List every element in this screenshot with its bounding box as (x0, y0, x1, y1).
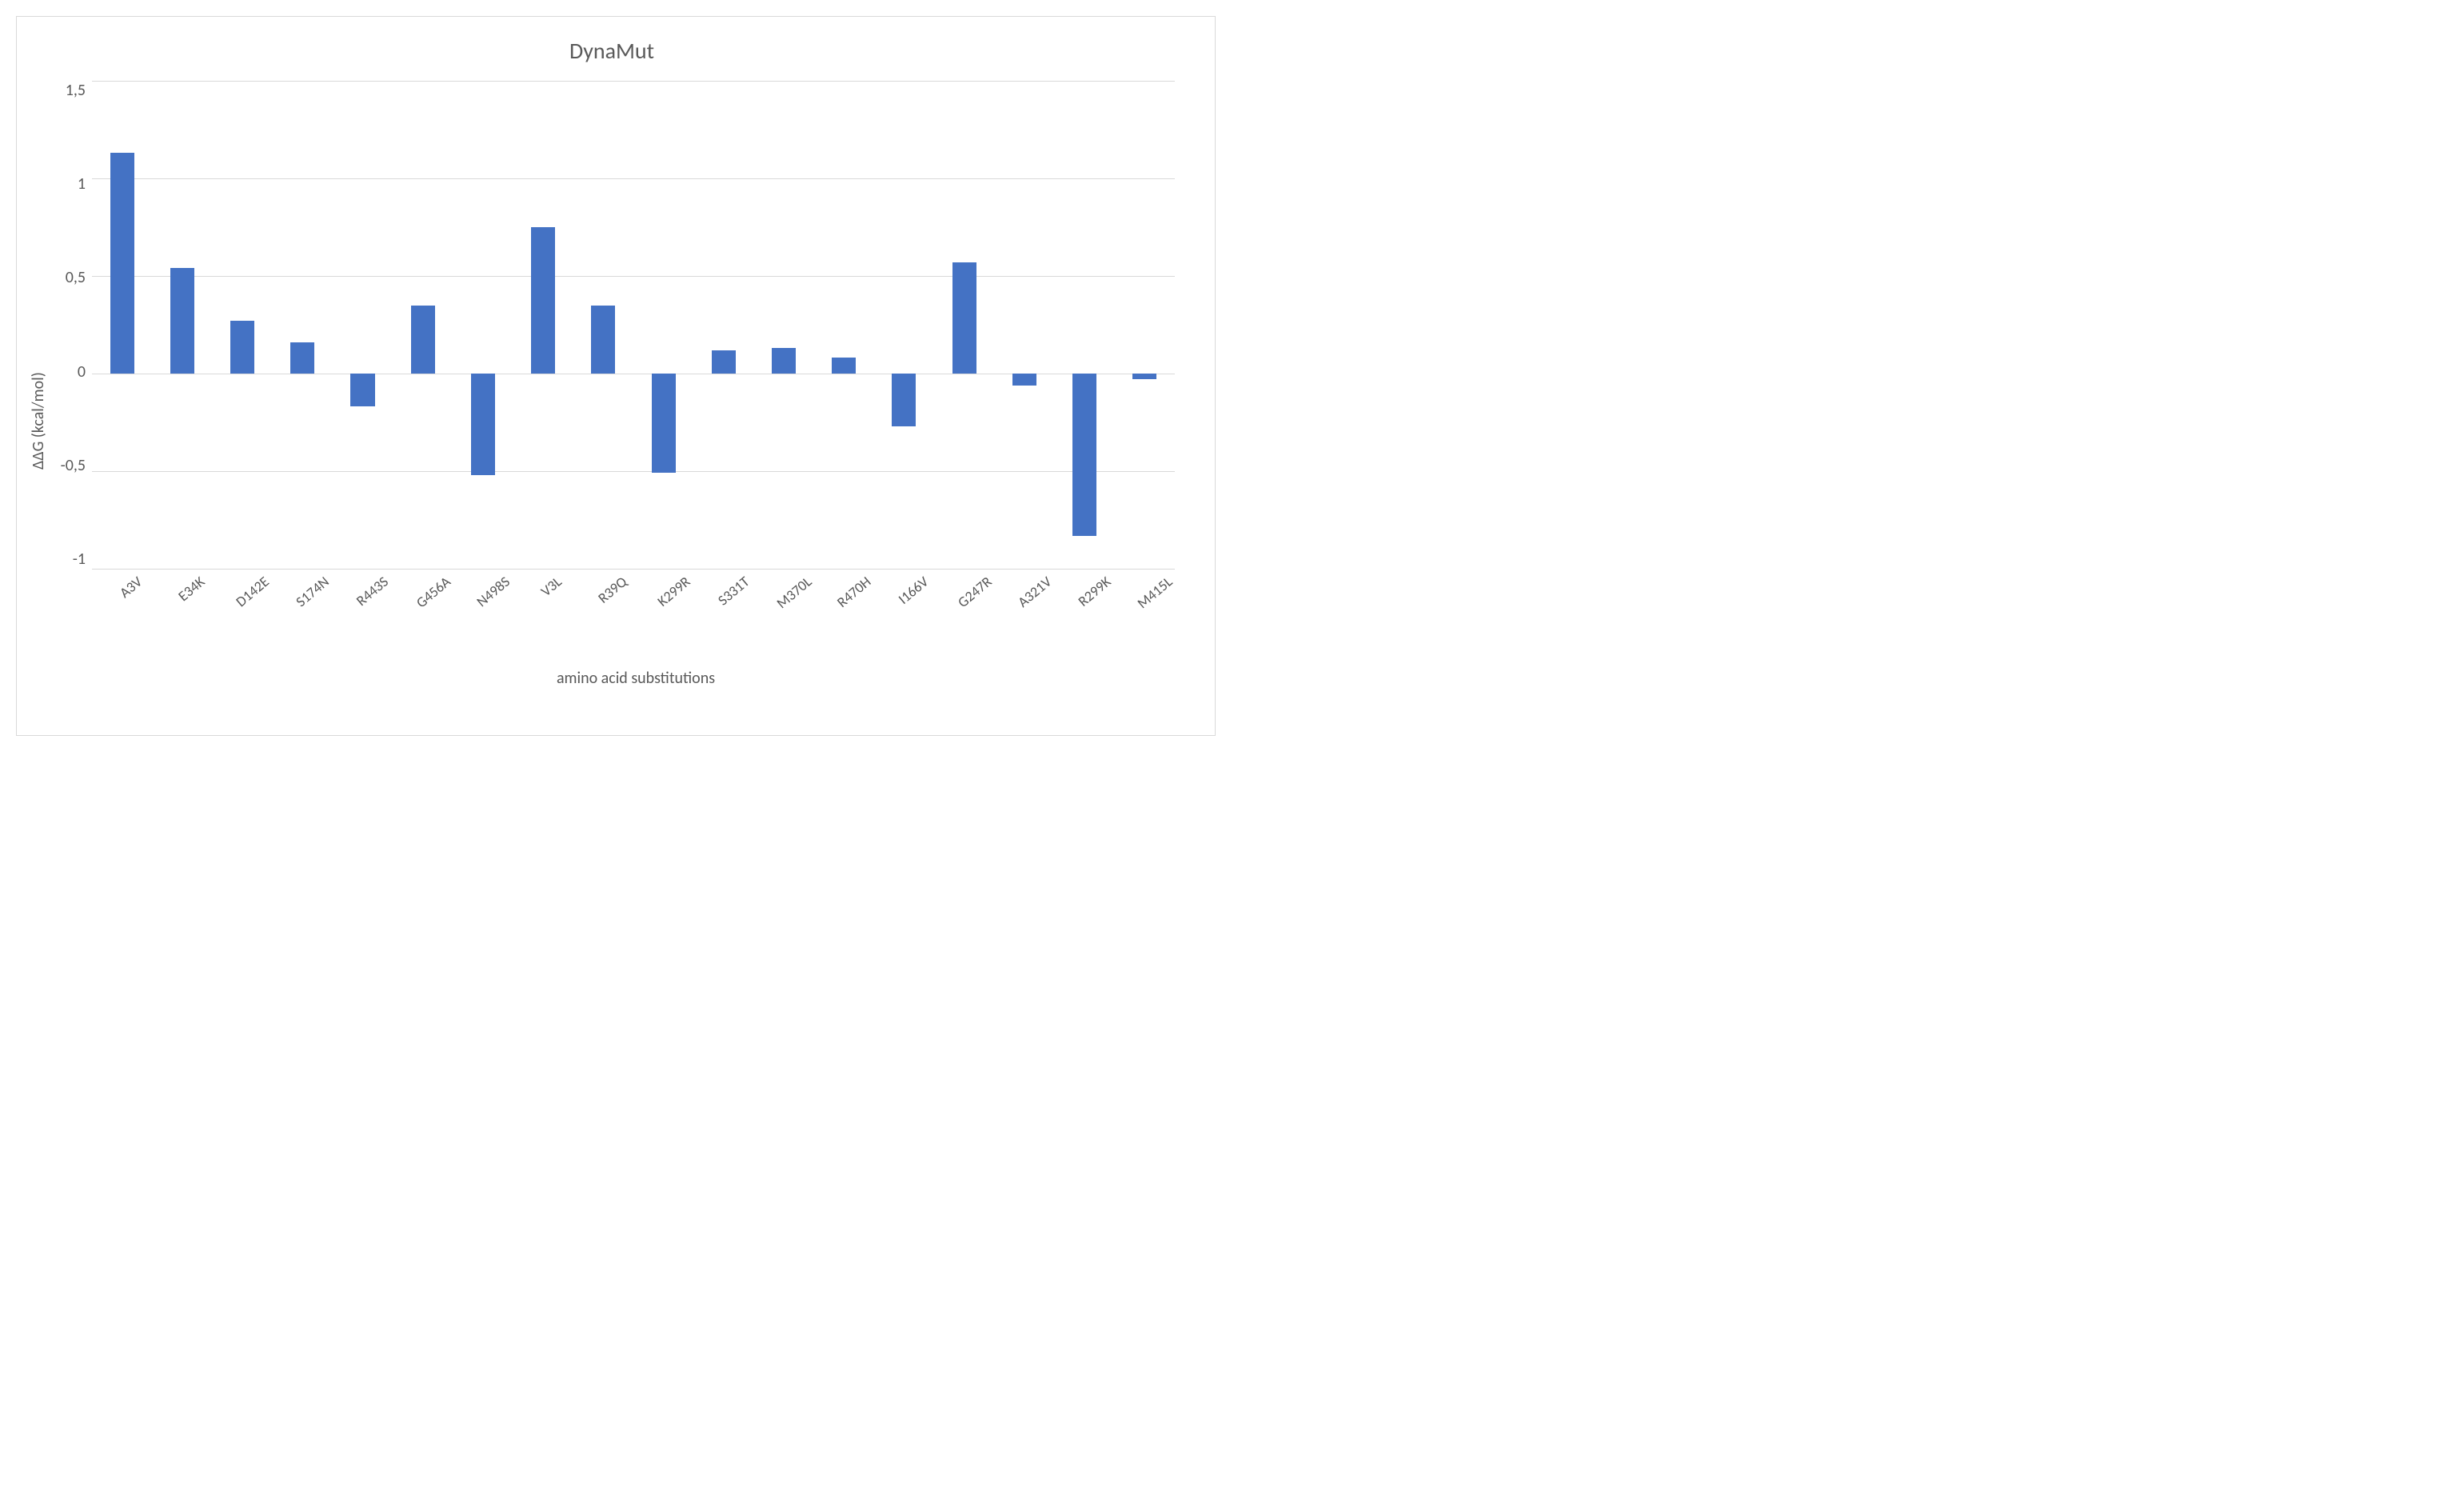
bar-slot (333, 81, 393, 569)
y-tick-label: -0,5 (52, 456, 86, 475)
bar-slot (513, 81, 573, 569)
bar (952, 262, 976, 374)
bar (230, 321, 254, 374)
bar-slot (152, 81, 212, 569)
bar (1072, 374, 1096, 536)
x-tick-label: I166V (874, 569, 934, 665)
bar-slot (393, 81, 453, 569)
bar (892, 374, 916, 426)
bar (411, 306, 435, 374)
y-axis-label: ΔΔG (kcal/mol) (25, 81, 52, 665)
bar (110, 153, 134, 374)
x-tick-label: K299R (633, 569, 693, 665)
y-tick-label: 0 (52, 362, 86, 382)
bar (1132, 374, 1156, 379)
bar (712, 350, 736, 374)
bar-slot (573, 81, 633, 569)
x-tick-label: D142E (212, 569, 272, 665)
bars-area (92, 81, 1175, 569)
x-tick-label: S331T (693, 569, 753, 665)
bar (591, 306, 615, 374)
x-tick-label: S174N (273, 569, 333, 665)
x-axis-labels: A3VE34KD142ES174NR443SG456AN498SV3LR39QK… (92, 569, 1175, 665)
bar-slot (453, 81, 513, 569)
chart-container: DynaMut ΔΔG (kcal/mol) 1,5 1 0,5 0 -0,5 -1 A3… (16, 16, 1216, 736)
y-axis-ticks: 1,5 1 0,5 0 -0,5 -1 (52, 81, 92, 665)
bar-slot (874, 81, 934, 569)
bar (652, 374, 676, 473)
x-tick-label: E34K (152, 569, 212, 665)
bar (290, 342, 314, 374)
bar (531, 227, 555, 374)
bar-slot (934, 81, 994, 569)
bar-slot (1115, 81, 1175, 569)
y-tick-label: -1 (52, 550, 86, 569)
bar (350, 374, 374, 406)
bar-slot (273, 81, 333, 569)
bar-slot (212, 81, 272, 569)
x-tick-label: N498S (453, 569, 513, 665)
bar (832, 358, 856, 374)
x-tick-label: R299K (1055, 569, 1115, 665)
chart-title: DynaMut (25, 37, 1199, 65)
bar-slot (92, 81, 152, 569)
bar-slot (994, 81, 1054, 569)
bar (471, 374, 495, 475)
bar-slot (693, 81, 753, 569)
x-axis-title: amino acid substitutions (73, 669, 1199, 688)
x-tick-label: A3V (92, 569, 152, 665)
y-tick-label: 0,5 (52, 268, 86, 287)
x-tick-label: R443S (333, 569, 393, 665)
x-tick-label: M415L (1115, 569, 1175, 665)
bar (1012, 374, 1036, 386)
x-tick-label: R39Q (573, 569, 633, 665)
plot-area: A3VE34KD142ES174NR443SG456AN498SV3LR39QK… (92, 81, 1199, 665)
bar-slot (814, 81, 874, 569)
bar-slot (753, 81, 813, 569)
x-tick-label: G456A (393, 569, 453, 665)
x-tick-label: M370L (753, 569, 813, 665)
bar-slot (633, 81, 693, 569)
x-tick-label: R470H (814, 569, 874, 665)
bar-slot (1055, 81, 1115, 569)
y-tick-label: 1,5 (52, 81, 86, 100)
plot-wrap: ΔΔG (kcal/mol) 1,5 1 0,5 0 -0,5 -1 A3VE34KD14… (25, 81, 1199, 665)
bar (170, 268, 194, 374)
y-tick-label: 1 (52, 174, 86, 194)
x-tick-label: V3L (513, 569, 573, 665)
x-tick-label: G247R (934, 569, 994, 665)
x-tick-label: A321V (994, 569, 1054, 665)
bar (772, 348, 796, 374)
